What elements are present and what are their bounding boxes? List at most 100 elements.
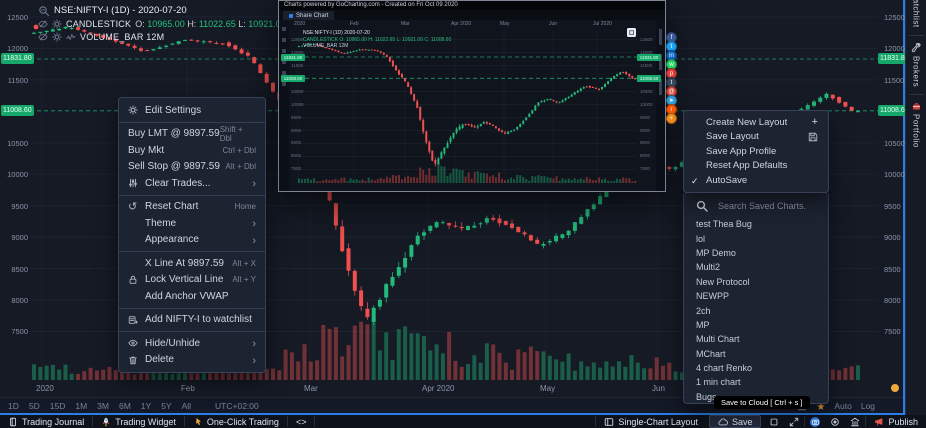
price-tick: 12000 [7,44,28,54]
chart-snapshot-popup[interactable]: Charts powered by GoCharting.com - Creat… [278,0,666,192]
menu-item-buy-mkt[interactable]: Buy Mkt Ctrl + Dbl [128,144,256,156]
menu-item-create-new-layout[interactable]: Create New Layout [684,115,828,130]
popup-price-tick: 10000 [640,101,653,107]
snapshot-copy-icon[interactable] [627,28,636,37]
log-scale-toggle[interactable]: Log [860,400,875,411]
share-more-icon[interactable]: + [666,113,677,124]
saved-chart-item[interactable]: Multi Chart [696,334,740,345]
price-tick: 12500 [7,13,28,22]
menu-item-lock-vertical-line[interactable]: Lock Vertical Line Alt + Y [119,272,265,289]
reset-icon: ↺ [128,200,138,213]
tab-share-chart[interactable]: Share Chart [283,11,335,20]
submenu-arrow-icon [252,351,256,369]
range-1d[interactable]: 1D [8,400,19,411]
tab-label: Share Chart [296,12,329,19]
menu-item-reset-app-defaults[interactable]: Reset App Defaults [706,160,788,172]
popup-badge-high-right: 11831.80 [637,54,661,61]
tab-watchlist[interactable]: Watchlist [911,0,921,28]
trading-widget-button[interactable]: Trading Widget [93,415,184,428]
notification-dot[interactable] [891,384,899,392]
menu-item-buy-lmt[interactable]: Buy LMT @ 9897.59 Shift + Dbl [128,124,243,143]
toolbar-divider [865,416,867,427]
menu-divider [119,121,265,123]
menu-item-x-line[interactable]: X Line At 9897.59 Alt + X [145,257,256,269]
broker-button[interactable] [845,415,865,428]
saved-charts-search-row [684,193,828,217]
toolbar-divider [183,416,185,427]
saved-chart-item[interactable]: test Thea Bug [696,219,752,230]
popup-toolbar-icon [282,60,286,64]
target-button[interactable] [825,415,845,428]
hide-volume-icon[interactable] [38,32,48,42]
menu-item-add-to-watchlist[interactable]: Add NIFTY-I to watchlist [119,312,265,329]
publish-button[interactable]: Publish [866,415,926,428]
menu-item-save-app-profile[interactable]: Save App Profile [706,145,777,157]
range-15d[interactable]: 15D [49,400,66,411]
saved-chart-item[interactable]: Bugs [696,391,717,402]
popup-price-tick: 9500 [640,114,651,120]
wrench-icon [911,42,921,53]
range-5y[interactable]: 5Y [161,400,172,411]
zoom-out-icon[interactable] [38,5,50,17]
fullscreen-button[interactable] [784,415,804,428]
range-all[interactable]: All [181,400,192,411]
menu-divider [119,331,265,332]
toolbar-divider [804,416,806,427]
save-button[interactable]: Save [708,415,762,428]
popup-month-label: Jul 2020 [593,21,612,27]
saved-chart-item[interactable]: lol [696,233,706,244]
low-label: L: [238,18,246,29]
popup-price-tick: 8500 [291,140,302,146]
volume-study-name: VOLUME_BAR 12M [80,31,165,42]
menu-item-hide-unhide[interactable]: Hide/Unhide [119,335,265,352]
megaphone-icon [874,417,884,427]
month-label: Jun [652,384,665,393]
saved-chart-item[interactable]: Multi2 [696,262,721,273]
single-chart-layout-button[interactable]: Single-Chart Layout [596,415,706,428]
price-tick: 8000 [11,296,28,306]
menu-item-delete[interactable]: Delete [119,352,265,369]
volume-settings-icon[interactable] [52,31,62,42]
saved-chart-item[interactable]: NEWPP [696,291,730,302]
auto-scale-toggle[interactable]: Auto [834,400,852,411]
range-5d[interactable]: 5D [28,400,40,411]
menu-item-save-layout[interactable]: Save Layout [684,130,828,145]
hide-study-icon[interactable] [38,19,48,29]
menu-item-add-anchor-vwap[interactable]: Add Anchor VWAP [145,290,229,302]
range-1y[interactable]: 1Y [140,400,152,411]
menu-item-reset-chart[interactable]: ↺ Reset Chart Home [128,200,256,213]
menu-item-sell-stop[interactable]: Sell Stop @ 9897.59 Alt + Dbl [128,161,256,173]
saved-chart-item[interactable]: 4 chart Renko [696,363,753,374]
popup-toolbar-icon [282,71,286,75]
tab-portfolio[interactable]: Portfolio [906,97,926,153]
timezone-label[interactable]: UTC+02:00 [215,400,259,411]
plus-icon [812,118,818,127]
menu-item-appearance[interactable]: Appearance [119,232,265,249]
study-settings-icon[interactable] [52,18,62,29]
saved-chart-item[interactable]: MP [696,319,710,330]
popup-price-tick: 10500 [291,88,304,94]
range-1m[interactable]: 1M [75,400,88,411]
menu-item-theme[interactable]: Theme [119,215,265,232]
tab-brokers[interactable]: Brokers [906,38,926,92]
trading-journal-button[interactable]: Trading Journal [0,415,92,428]
saved-chart-item[interactable]: 2ch [696,305,711,316]
menu-item-clear-trades[interactable]: Clear Trades... [119,175,265,192]
search-input[interactable] [716,200,816,212]
price-tick: 10000 [7,170,28,180]
saved-chart-item[interactable]: 1 min chart [696,377,741,388]
popup-ohlc: CANDLESTICK O: 10965.00 H: 11022.65 L: 1… [303,36,452,43]
popup-price-tick: 9000 [640,127,651,133]
menu-item-autosave[interactable]: AutoSave [684,173,828,188]
square-tool-button[interactable] [764,415,784,428]
saved-chart-item[interactable]: New Protocol [696,276,750,287]
range-3m[interactable]: 3M [97,400,109,411]
menu-item-edit-settings[interactable]: Edit Settings [119,102,265,119]
one-click-trading-button[interactable]: One-Click Trading [185,415,287,428]
saved-chart-item[interactable]: MChart [696,348,726,359]
saved-charts-panel: test Thea Bug lol MP Demo Multi2 New Pro… [683,192,829,404]
screenshot-button[interactable] [805,415,825,428]
saved-chart-item[interactable]: MP Demo [696,247,736,258]
code-button[interactable]: <> [288,415,315,428]
range-6m[interactable]: 6M [118,400,131,411]
